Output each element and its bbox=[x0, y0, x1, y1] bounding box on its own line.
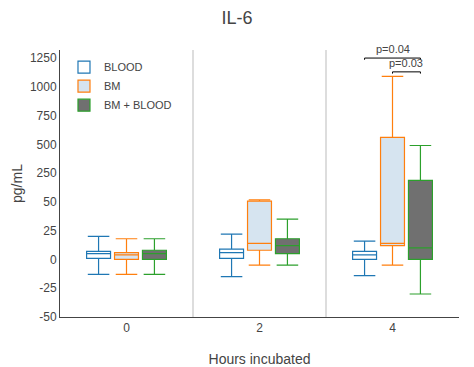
svg-text:2: 2 bbox=[256, 321, 263, 335]
svg-text:250: 250 bbox=[37, 166, 57, 180]
svg-text:-25: -25 bbox=[39, 281, 57, 295]
svg-text:4: 4 bbox=[389, 321, 396, 335]
svg-text:p=0.03: p=0.03 bbox=[389, 57, 423, 69]
svg-text:750: 750 bbox=[37, 109, 57, 123]
svg-text:0: 0 bbox=[50, 253, 57, 267]
svg-text:IL-6: IL-6 bbox=[221, 8, 252, 28]
svg-text:p=0.04: p=0.04 bbox=[376, 43, 410, 55]
svg-text:BLOOD: BLOOD bbox=[104, 61, 143, 73]
svg-text:1000: 1000 bbox=[30, 80, 57, 94]
svg-text:0: 0 bbox=[123, 321, 130, 335]
svg-text:pg/mL: pg/mL bbox=[9, 164, 25, 203]
svg-text:1250: 1250 bbox=[30, 51, 57, 65]
svg-text:Hours incubated: Hours incubated bbox=[209, 351, 311, 367]
svg-text:-50: -50 bbox=[39, 310, 57, 324]
svg-text:25: 25 bbox=[43, 224, 57, 238]
svg-text:500: 500 bbox=[37, 138, 57, 152]
svg-text:BM: BM bbox=[104, 80, 121, 92]
svg-text:50: 50 bbox=[43, 195, 57, 209]
svg-text:BM + BLOOD: BM + BLOOD bbox=[104, 99, 172, 111]
